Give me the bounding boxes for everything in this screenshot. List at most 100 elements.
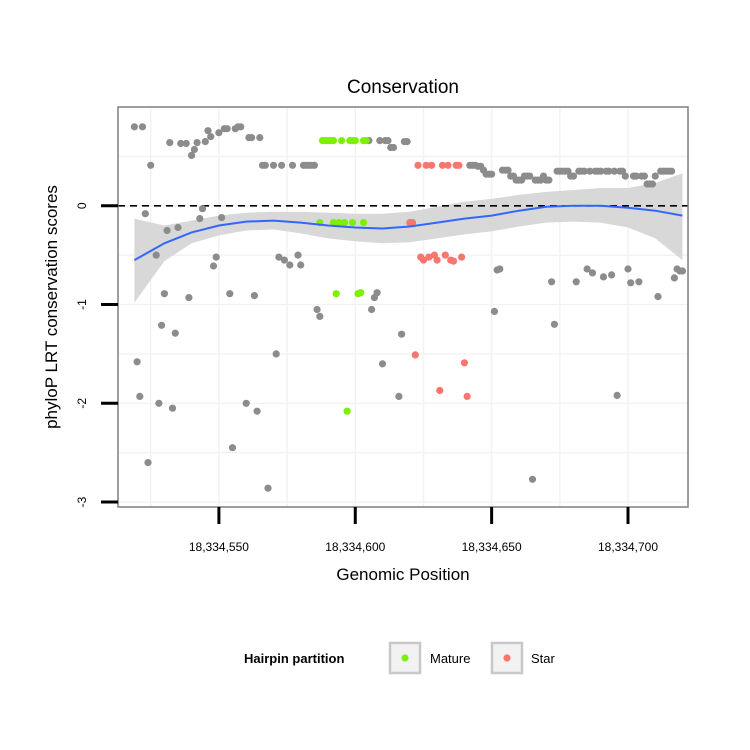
point-other (613, 391, 621, 399)
point-other (580, 167, 589, 175)
point-other (152, 251, 160, 259)
point-other (640, 172, 649, 180)
confidence-band (134, 173, 683, 303)
point-other (297, 261, 305, 269)
point-other (632, 172, 640, 180)
x-tick-label: 18,334,600 (325, 540, 385, 554)
point-other (138, 123, 147, 131)
point-star (449, 257, 458, 265)
point-other (141, 210, 149, 218)
point-other (269, 161, 278, 169)
point-other (193, 139, 201, 147)
panel-background (118, 107, 688, 507)
point-other (228, 444, 237, 452)
point-star (422, 161, 430, 169)
point-other (264, 484, 272, 492)
point-other (275, 253, 283, 261)
point-other (130, 123, 138, 131)
point-other (253, 407, 261, 415)
point-other (237, 123, 245, 131)
point-other (223, 125, 231, 133)
point-other (204, 127, 212, 135)
point-star (438, 161, 447, 169)
x-tick-label: 18,334,700 (598, 540, 658, 554)
point-other (201, 138, 209, 146)
point-other (286, 261, 294, 269)
point-other (654, 293, 662, 301)
point-star (433, 256, 441, 264)
point-other (158, 321, 166, 329)
point-other (550, 320, 559, 328)
legend-label-mature: Mature (430, 651, 470, 666)
point-other (496, 265, 504, 273)
point-other (160, 290, 168, 298)
legend-item-mature: Mature (388, 641, 470, 675)
point-other (171, 329, 179, 337)
data-points (130, 123, 687, 492)
point-other (384, 137, 392, 145)
x-axis-title: Genomic Position (336, 565, 469, 584)
point-other (389, 143, 398, 152)
point-mature (343, 407, 351, 415)
point-other (398, 330, 406, 338)
point-other (678, 267, 687, 275)
point-star (460, 359, 468, 367)
legend-swatch-mature (401, 654, 409, 662)
point-star (436, 386, 444, 395)
point-other (174, 223, 182, 232)
legend-label-star: Star (531, 651, 556, 666)
point-other (207, 133, 215, 141)
point-other (597, 167, 605, 175)
point-other (316, 312, 324, 320)
point-mature (359, 219, 368, 227)
point-other (528, 475, 537, 483)
point-star (411, 351, 419, 359)
point-other (226, 290, 234, 298)
point-other (670, 274, 679, 282)
point-mature (329, 137, 338, 145)
point-other (569, 172, 578, 180)
point-other (155, 399, 163, 407)
point-other (608, 271, 616, 279)
panel-border (117, 106, 689, 508)
point-star (414, 161, 422, 169)
point-mature (348, 219, 357, 227)
point-mature (329, 219, 338, 227)
point-other (215, 129, 223, 137)
point-other (583, 265, 591, 273)
x-tick-label: 18,334,650 (462, 540, 522, 554)
confidence-ribbon (134, 173, 683, 303)
point-other (218, 214, 226, 222)
point-mature (351, 137, 359, 145)
chart-title: Conservation (347, 77, 459, 98)
point-other (403, 138, 411, 146)
legend-title: Hairpin partition (244, 651, 344, 666)
point-other (545, 176, 553, 184)
point-other (378, 360, 387, 368)
point-other (313, 305, 321, 314)
point-other (212, 253, 220, 261)
point-other (188, 151, 196, 159)
point-other (168, 404, 177, 412)
point-mature (362, 137, 370, 145)
point-star (419, 256, 428, 264)
point-other (490, 307, 498, 315)
y-tick-label: -2 (75, 398, 89, 409)
point-other (588, 269, 597, 277)
point-other (599, 273, 608, 281)
point-other (605, 167, 613, 175)
point-other (190, 145, 198, 154)
point-other (144, 459, 152, 467)
point-other (376, 137, 384, 145)
point-other (280, 256, 288, 264)
point-other (209, 262, 218, 270)
point-other (610, 167, 619, 175)
smooth-line (133, 204, 683, 261)
x-axis: 18,334,550 18,334,600 18,334,650 18,334,700 (189, 507, 658, 554)
point-other (504, 166, 512, 174)
point-other (548, 278, 556, 286)
point-other (310, 161, 318, 169)
point-other (136, 392, 144, 400)
legend: Hairpin partition Mature Star (244, 641, 556, 675)
point-other (147, 161, 155, 169)
